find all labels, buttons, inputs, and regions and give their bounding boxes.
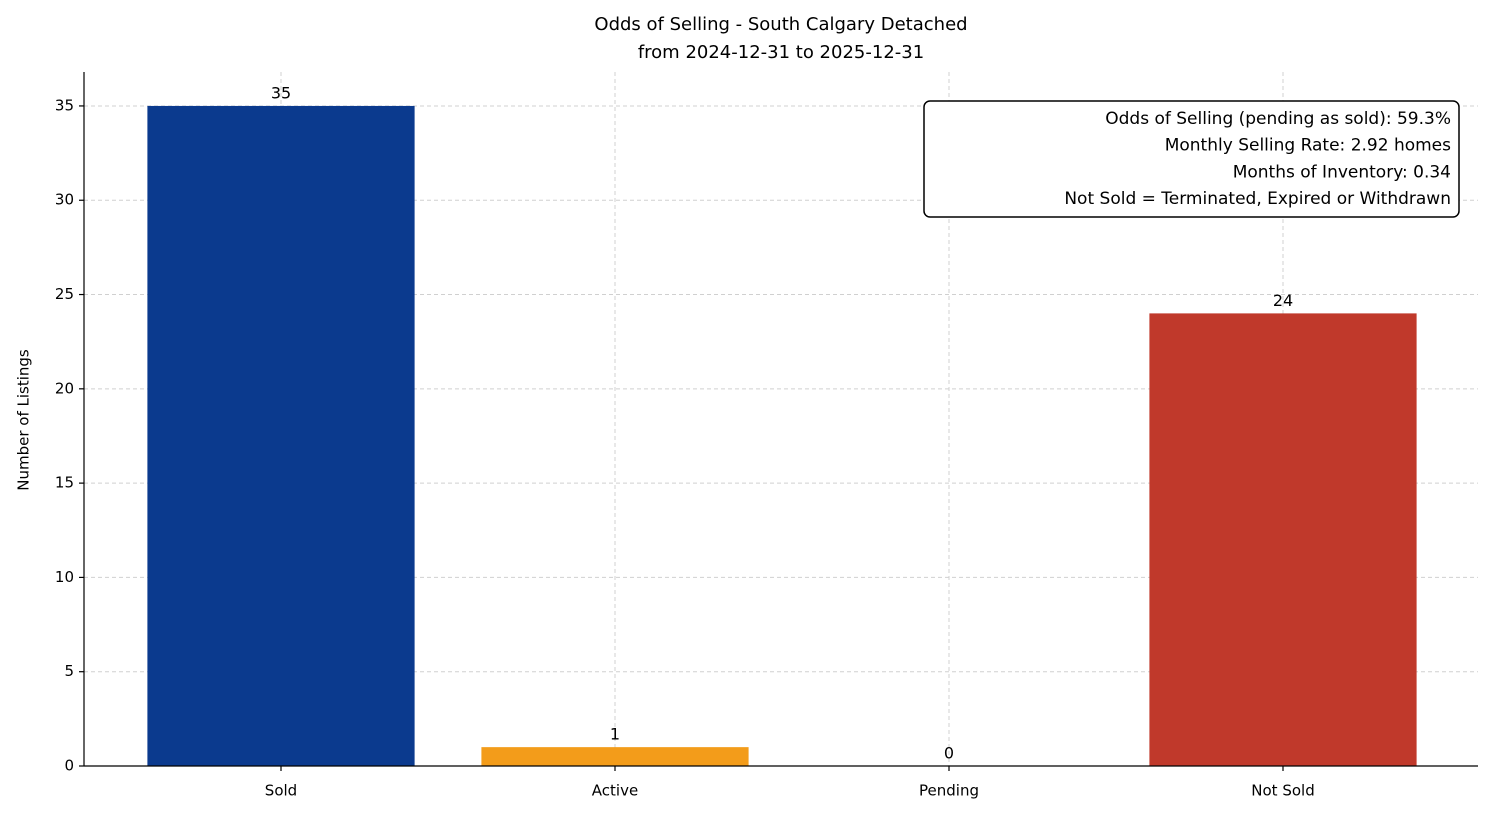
x-tick-label: Pending [919, 782, 979, 800]
x-tick-label: Not Sold [1251, 782, 1314, 800]
annotation-line: Not Sold = Terminated, Expired or Withdr… [1064, 189, 1451, 209]
y-tick-label: 15 [55, 474, 74, 492]
bar [147, 105, 415, 766]
x-tick-label: Sold [265, 782, 297, 800]
y-tick-label: 35 [55, 96, 74, 114]
chart-subtitle: from 2024-12-31 to 2025-12-31 [638, 42, 924, 63]
value-label: 0 [944, 744, 954, 763]
y-tick-label: 10 [55, 568, 74, 586]
y-axis-label: Number of Listings [15, 349, 33, 491]
y-tick-label: 20 [55, 379, 74, 397]
value-label: 35 [271, 83, 291, 102]
value-label: 24 [1273, 291, 1293, 310]
annotation-line: Odds of Selling (pending as sold): 59.3% [1105, 109, 1451, 129]
y-tick-label: 5 [64, 662, 74, 680]
value-label: 1 [610, 725, 620, 744]
y-tick-label: 0 [64, 757, 74, 775]
annotation-line: Monthly Selling Rate: 2.92 homes [1165, 136, 1451, 156]
annotation-box [923, 100, 1460, 218]
y-tick-label: 30 [55, 191, 74, 209]
bar [1149, 313, 1417, 766]
y-tick-label: 25 [55, 285, 74, 303]
annotation-line: Months of Inventory: 0.34 [1233, 162, 1451, 182]
bar [481, 747, 749, 766]
chart-title: Odds of Selling - South Calgary Detached [594, 14, 967, 35]
x-tick-label: Active [592, 782, 638, 800]
